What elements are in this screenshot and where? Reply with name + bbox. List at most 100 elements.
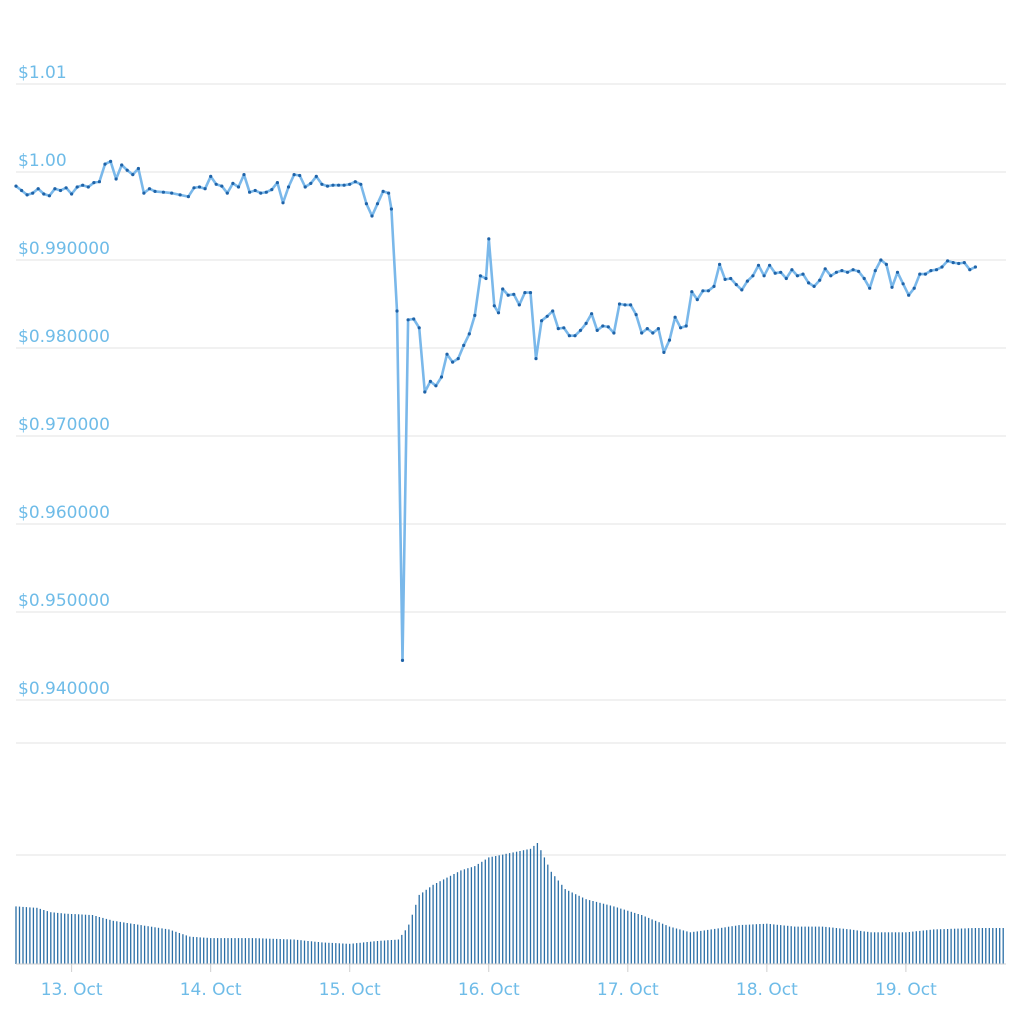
price-point (53, 187, 57, 191)
price-point (395, 309, 399, 313)
price-point (353, 180, 357, 184)
price-point (259, 191, 263, 195)
price-point (109, 159, 113, 163)
price-point (528, 291, 533, 295)
price-point (439, 375, 444, 379)
price-point (634, 313, 638, 317)
price-point (400, 658, 405, 663)
price-point (406, 318, 410, 322)
price-point (779, 270, 783, 274)
price-point (734, 283, 738, 287)
y-tick-label: $0.960000 (18, 503, 110, 523)
price-point (370, 214, 374, 218)
x-tick-label: 13. Oct (41, 980, 103, 1000)
price-point (601, 324, 605, 328)
price-point (47, 194, 52, 198)
price-point (120, 163, 124, 167)
price-point (20, 188, 24, 193)
price-point (756, 263, 761, 267)
price-point (253, 188, 257, 193)
y-tick-label: $0.950000 (18, 591, 110, 611)
price-point (834, 270, 839, 274)
price-point (973, 265, 978, 269)
price-point (962, 261, 966, 265)
price-point (578, 328, 583, 332)
x-tick-label: 19. Oct (875, 980, 937, 1000)
price-point (423, 390, 427, 394)
price-point (968, 268, 972, 272)
price-point (359, 182, 363, 186)
price-point (684, 324, 688, 328)
price-point (417, 326, 421, 330)
price-point (718, 262, 722, 266)
price-point (309, 181, 313, 185)
price-point (673, 315, 677, 319)
price-point (606, 325, 610, 329)
price-point (364, 202, 368, 206)
price-point (901, 282, 905, 286)
price-point (97, 180, 101, 184)
price-point (170, 191, 174, 195)
price-point (768, 263, 772, 267)
price-point (740, 288, 744, 292)
price-point (487, 237, 491, 241)
price-point (517, 303, 521, 307)
price-point (773, 271, 777, 275)
price-point (556, 327, 560, 331)
price-point (840, 269, 844, 273)
price-point (957, 261, 961, 266)
price-point (342, 183, 346, 187)
price-point (790, 268, 794, 272)
y-tick-label: $1.01 (18, 63, 67, 83)
price-point (387, 191, 391, 195)
price-point (845, 270, 850, 274)
price-point (857, 269, 861, 273)
y-tick-label: $0.990000 (18, 239, 110, 259)
y-tick-label: $0.980000 (18, 327, 110, 347)
price-point (203, 187, 207, 191)
price-point (286, 185, 291, 189)
price-point (745, 279, 750, 283)
price-point (667, 338, 672, 342)
price-point (951, 261, 955, 265)
price-point (701, 289, 705, 293)
price-point (801, 272, 805, 276)
price-point (512, 292, 516, 296)
price-point (281, 201, 285, 205)
price-point (147, 187, 152, 191)
y-tick-label: $0.970000 (18, 415, 110, 435)
price-point (656, 327, 661, 331)
price-point (818, 278, 822, 282)
price-point (325, 184, 330, 188)
price-point (270, 188, 274, 192)
price-point (320, 182, 324, 186)
price-point (412, 317, 416, 321)
price-point (153, 189, 157, 193)
price-point (862, 276, 866, 281)
price-point (467, 332, 471, 336)
price-point (381, 189, 385, 193)
x-tick-label: 18. Oct (736, 980, 798, 1000)
price-point (31, 191, 35, 195)
price-point (348, 182, 352, 186)
price-point (114, 177, 118, 181)
price-point (695, 298, 699, 302)
price-point (851, 268, 855, 272)
price-point (523, 291, 527, 295)
price-point (298, 173, 302, 178)
price-point (590, 312, 594, 316)
price-point (492, 304, 496, 308)
price-point (75, 185, 79, 189)
price-point (623, 303, 627, 307)
price-point (496, 311, 501, 315)
price-point (706, 289, 711, 293)
price-point (762, 274, 766, 278)
price-point (751, 274, 755, 278)
price-point (220, 184, 224, 188)
price-point (389, 207, 393, 211)
price-point (651, 331, 655, 335)
price-point (42, 192, 46, 196)
price-point (92, 181, 96, 185)
price-point (131, 173, 135, 177)
